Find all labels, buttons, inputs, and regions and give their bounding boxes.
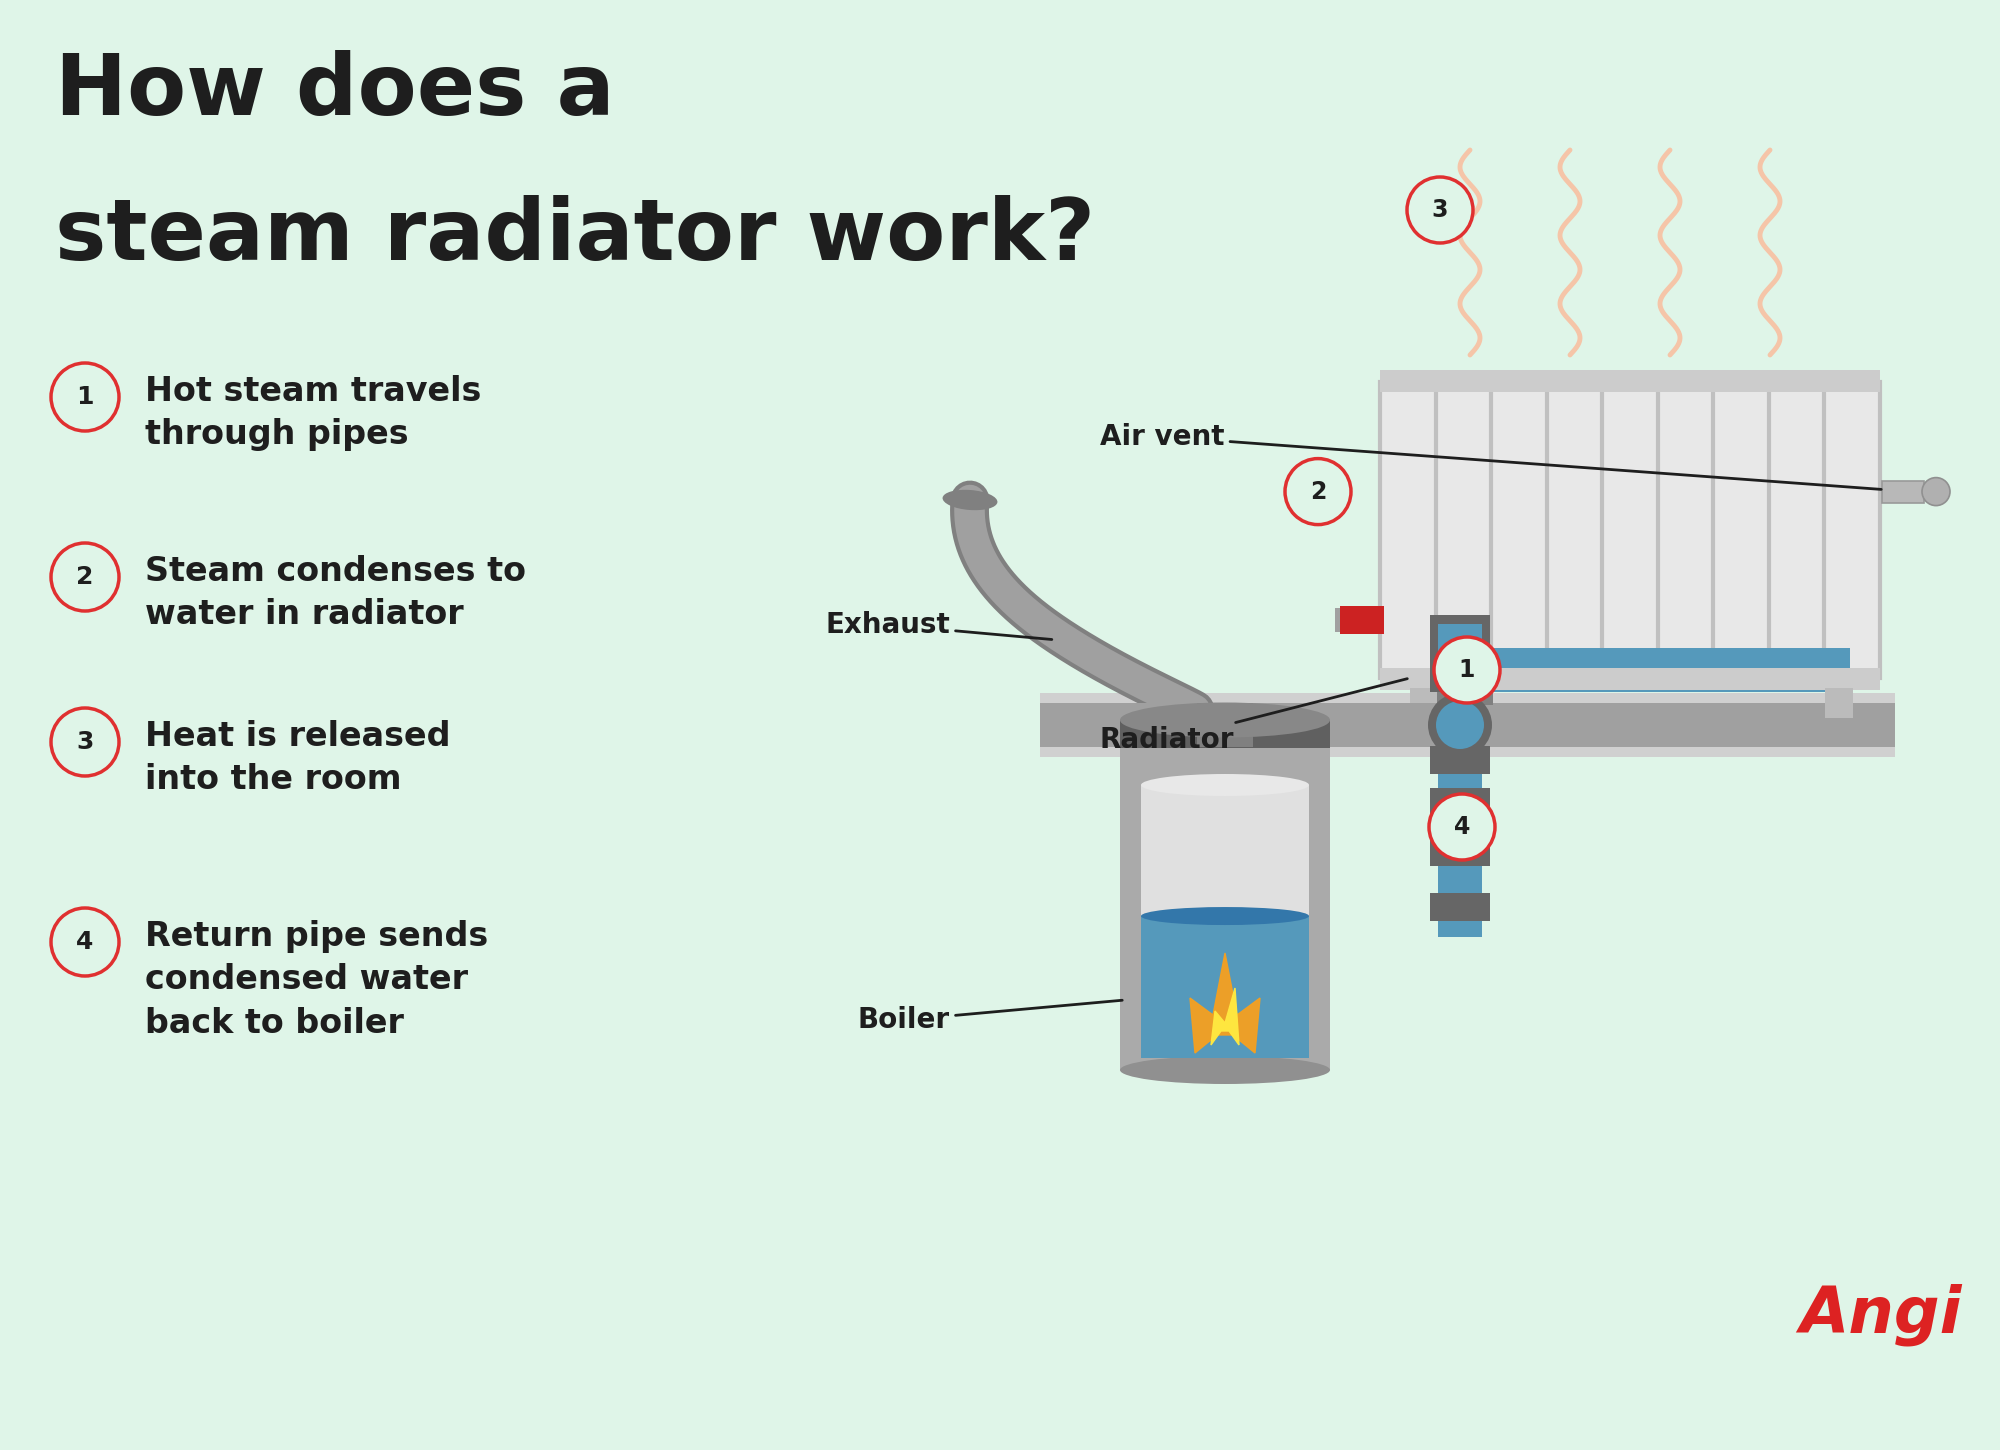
- Bar: [1040, 703, 1896, 747]
- Text: Return pipe sends
condensed water
back to boiler: Return pipe sends condensed water back t…: [144, 919, 488, 1040]
- Text: 1: 1: [76, 386, 94, 409]
- Bar: [1430, 838, 1490, 866]
- Circle shape: [52, 708, 120, 776]
- Bar: [1430, 893, 1490, 921]
- Bar: [1336, 608, 1380, 632]
- Polygon shape: [1212, 987, 1240, 1045]
- Bar: [1430, 615, 1490, 692]
- Circle shape: [52, 362, 120, 431]
- Ellipse shape: [1120, 1056, 1330, 1085]
- Text: 1: 1: [1458, 658, 1476, 682]
- Text: Exhaust: Exhaust: [826, 610, 1052, 639]
- Ellipse shape: [1140, 908, 1308, 925]
- Bar: [1120, 721, 1330, 1070]
- Ellipse shape: [1120, 702, 1330, 738]
- Text: 2: 2: [1310, 480, 1326, 503]
- Text: 2: 2: [76, 566, 94, 589]
- Bar: [1224, 703, 1464, 747]
- Text: Boiler: Boiler: [858, 1000, 1122, 1034]
- Polygon shape: [1190, 953, 1260, 1053]
- Bar: [1482, 703, 1488, 747]
- Bar: [1436, 676, 1492, 705]
- Circle shape: [1434, 637, 1500, 703]
- Text: 3: 3: [76, 729, 94, 754]
- Circle shape: [52, 908, 120, 976]
- Circle shape: [1428, 693, 1492, 757]
- Circle shape: [1922, 477, 1950, 506]
- Bar: [1430, 787, 1490, 816]
- Bar: [1410, 687, 1438, 718]
- Bar: [1140, 916, 1308, 1058]
- Text: How does a: How does a: [56, 49, 614, 133]
- Bar: [1140, 784, 1308, 1058]
- Bar: [1120, 721, 1330, 748]
- Text: Hot steam travels
through pipes: Hot steam travels through pipes: [144, 376, 482, 451]
- Bar: [1380, 370, 1880, 392]
- Text: Radiator: Radiator: [1100, 679, 1408, 754]
- Bar: [1196, 703, 1252, 747]
- Circle shape: [52, 542, 120, 610]
- Circle shape: [1428, 795, 1496, 860]
- Bar: [1438, 725, 1482, 937]
- Bar: [1204, 703, 1248, 715]
- Text: Angi: Angi: [1798, 1283, 1962, 1346]
- Text: 3: 3: [1432, 199, 1448, 222]
- Circle shape: [1408, 177, 1472, 244]
- Bar: [1340, 606, 1384, 634]
- Bar: [1380, 668, 1880, 690]
- Text: Heat is released
into the room: Heat is released into the room: [144, 721, 450, 796]
- Ellipse shape: [1140, 774, 1308, 796]
- Bar: [1882, 480, 1924, 503]
- Bar: [1380, 370, 1880, 690]
- Bar: [1444, 690, 1488, 747]
- Bar: [1482, 648, 1850, 692]
- Text: 4: 4: [1454, 815, 1470, 840]
- Bar: [1824, 687, 1852, 718]
- Bar: [1430, 745, 1490, 774]
- Text: Steam condenses to
water in radiator: Steam condenses to water in radiator: [144, 555, 526, 631]
- Ellipse shape: [942, 490, 998, 510]
- Bar: [1040, 693, 1896, 757]
- Circle shape: [1286, 458, 1352, 525]
- Text: steam radiator work?: steam radiator work?: [56, 194, 1096, 278]
- Text: Air vent: Air vent: [1100, 422, 1882, 490]
- Text: 4: 4: [76, 929, 94, 954]
- Bar: [1438, 624, 1482, 684]
- Circle shape: [1436, 700, 1484, 750]
